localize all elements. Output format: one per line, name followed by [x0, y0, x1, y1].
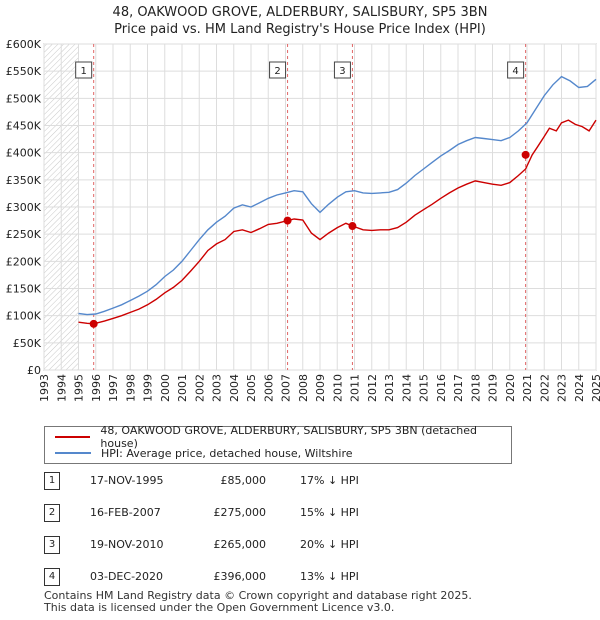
- table-row: 3 19-NOV-2010 £265,000 20% ↓ HPI: [44, 536, 464, 554]
- x-tick-label: 2000: [159, 374, 172, 402]
- transaction-date: 17-NOV-1995: [90, 474, 164, 487]
- transaction-point: [348, 222, 357, 231]
- transaction-label-box: [333, 61, 351, 79]
- x-tick-label: 2005: [245, 374, 258, 402]
- transaction-price: £265,000: [213, 538, 267, 551]
- table-row: 1 17-NOV-1995 £85,000 17% ↓ HPI: [44, 472, 464, 490]
- transaction-point: [283, 216, 292, 225]
- x-tick-label: 2007: [280, 374, 293, 402]
- transaction-hpi-diff: 15% ↓ HPI: [300, 506, 359, 519]
- title-line-2: Price paid vs. HM Land Registry's House …: [114, 22, 486, 37]
- x-tick-label: 2018: [469, 374, 482, 402]
- transaction-price: £85,000: [220, 474, 267, 487]
- y-tick-label: £500K: [6, 92, 42, 105]
- transaction-label-box: [269, 61, 287, 79]
- transaction-label-box: [75, 61, 93, 79]
- x-tick-label: 2019: [487, 374, 500, 402]
- hpi-line: [78, 75, 597, 316]
- y-tick-label: £50K: [13, 337, 42, 350]
- y-tick-label: £100K: [6, 310, 42, 323]
- transaction-label: 4: [512, 66, 518, 77]
- transaction-marker-badge: 1: [44, 472, 60, 490]
- x-tick-label: 2024: [573, 374, 586, 402]
- transaction-label: 3: [339, 66, 345, 77]
- footer-line-1: Contains HM Land Registry data © Crown c…: [44, 589, 472, 602]
- transaction-label-box: [507, 61, 525, 79]
- chart-title: 48, OAKWOOD GROVE, ALDERBURY, SALISBURY,…: [0, 4, 600, 38]
- y-tick-label: £450K: [6, 120, 42, 133]
- transaction-date: 19-NOV-2010: [90, 538, 164, 551]
- legend-label-hpi: HPI: Average price, detached house, Wilt…: [101, 446, 353, 460]
- legend-swatch-blue: [55, 452, 91, 454]
- x-tick-label: 2017: [452, 374, 465, 402]
- x-tick-label: 1997: [107, 374, 120, 402]
- y-tick-label: £350K: [6, 174, 42, 187]
- legend-item-price-paid: 48, OAKWOOD GROVE, ALDERBURY, SALISBURY,…: [55, 424, 511, 450]
- transaction-label: 1: [80, 66, 86, 77]
- y-tick-label: £300K: [6, 201, 42, 214]
- x-tick-label: 1998: [124, 374, 137, 402]
- footer-copyright: Contains HM Land Registry data © Crown c…: [44, 590, 472, 614]
- x-tick-label: 2001: [176, 374, 189, 402]
- transaction-price: £275,000: [213, 506, 267, 519]
- x-tick-label: 2008: [297, 374, 310, 402]
- x-tick-label: 2009: [314, 374, 327, 402]
- price-chart: £0 £50K £100K £150K £200K £250K £300K £350K £400…: [6, 38, 600, 402]
- table-row: 2 16-FEB-2007 £275,000 15% ↓ HPI: [44, 504, 464, 522]
- transaction-point: [521, 150, 530, 159]
- x-tick-label: 2002: [193, 374, 206, 402]
- x-tick-label: 2004: [228, 374, 241, 402]
- x-tick-label: 1994: [55, 374, 68, 402]
- x-tick-label: 2023: [556, 374, 569, 402]
- legend-item-hpi: HPI: Average price, detached house, Wilt…: [55, 445, 353, 461]
- x-tick-label: 2013: [383, 374, 396, 402]
- x-tick-label: 2003: [211, 374, 224, 402]
- x-tick-label: 1999: [142, 374, 155, 402]
- legend-swatch-red: [55, 436, 91, 438]
- x-tick-label: 2010: [331, 374, 344, 402]
- legend-label-price-paid: 48, OAKWOOD GROVE, ALDERBURY, SALISBURY,…: [100, 424, 477, 450]
- legend: 48, OAKWOOD GROVE, ALDERBURY, SALISBURY,…: [44, 424, 512, 464]
- x-tick-label: 2012: [366, 374, 379, 402]
- transaction-date: 16-FEB-2007: [90, 506, 161, 519]
- transaction-label: 2: [274, 66, 280, 77]
- y-tick-label: £600K: [6, 38, 42, 51]
- y-tick-label: £150K: [6, 283, 42, 296]
- x-tick-label: 2020: [504, 374, 517, 402]
- x-tick-label: 2016: [435, 374, 448, 402]
- title-line-1: 48, OAKWOOD GROVE, ALDERBURY, SALISBURY,…: [112, 5, 488, 20]
- x-tick-label: 1995: [73, 374, 86, 402]
- transaction-marker-badge: 4: [44, 568, 60, 586]
- footer-line-2: This data is licensed under the Open Gov…: [44, 601, 395, 614]
- x-tick-label: 2022: [538, 374, 551, 402]
- transaction-price: £396,000: [213, 570, 267, 583]
- y-tick-label: £250K: [6, 228, 42, 241]
- transaction-marker-badge: 2: [44, 504, 60, 522]
- transaction-marker-badge: 3: [44, 536, 60, 554]
- transaction-point: [89, 319, 98, 328]
- x-tick-label: 2025: [590, 374, 600, 402]
- x-tick-label: 2015: [418, 374, 431, 402]
- transaction-hpi-diff: 13% ↓ HPI: [300, 570, 359, 583]
- x-tick-label: 2014: [400, 374, 413, 402]
- y-tick-label: £200K: [6, 255, 42, 268]
- x-tick-label: 2006: [262, 374, 275, 402]
- y-tick-label: £400K: [6, 147, 42, 160]
- x-tick-label: 1993: [38, 374, 51, 402]
- table-row: 4 03-DEC-2020 £396,000 13% ↓ HPI: [44, 568, 464, 586]
- x-tick-label: 2011: [349, 374, 362, 402]
- y-tick-label: £0: [27, 364, 41, 377]
- y-tick-label: £550K: [6, 65, 42, 78]
- x-tick-label: 2021: [521, 374, 534, 402]
- x-tick-label: 1996: [90, 374, 103, 402]
- transaction-date: 03-DEC-2020: [90, 570, 164, 583]
- transaction-hpi-diff: 20% ↓ HPI: [300, 538, 359, 551]
- transaction-hpi-diff: 17% ↓ HPI: [300, 474, 359, 487]
